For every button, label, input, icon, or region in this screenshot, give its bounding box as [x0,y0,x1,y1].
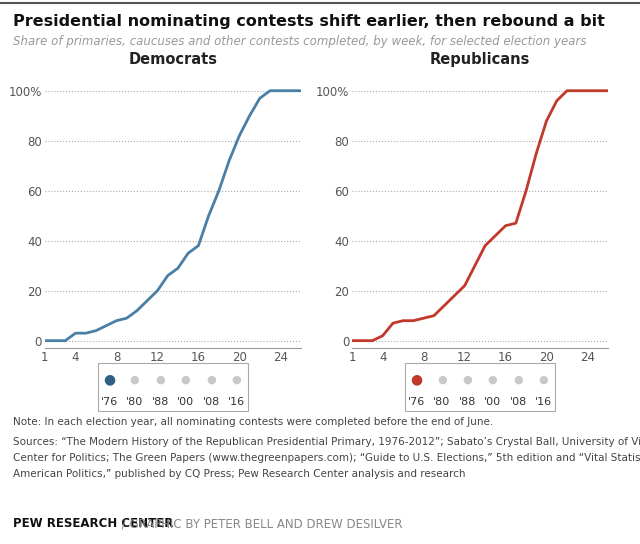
Text: American Politics,” published by CQ Press; Pew Research Center analysis and rese: American Politics,” published by CQ Pres… [13,469,465,479]
X-axis label: Week of election year: Week of election year [109,368,237,381]
Text: Presidential nominating contests shift earlier, then rebound a bit: Presidential nominating contests shift e… [13,14,605,29]
Title: Democrats: Democrats [128,52,218,67]
Text: ●: ● [539,375,548,385]
Text: ●: ● [437,375,447,385]
Text: Sources: “The Modern History of the Republican Presidential Primary, 1976-2012”;: Sources: “The Modern History of the Repu… [13,437,640,447]
Text: Center for Politics; The Green Papers (www.thegreenpapers.com); “Guide to U.S. E: Center for Politics; The Green Papers (w… [13,453,640,463]
Text: '76: '76 [408,397,425,407]
Text: ●: ● [180,375,191,385]
Title: Republicans: Republicans [430,52,530,67]
Text: ●: ● [155,375,165,385]
Text: '88: '88 [152,397,169,407]
Text: Share of primaries, caucuses and other contests completed, by week, for selected: Share of primaries, caucuses and other c… [13,35,586,48]
Text: ●: ● [462,375,472,385]
Text: / GRAPHIC BY PETER BELL AND DREW DESILVER: / GRAPHIC BY PETER BELL AND DREW DESILVE… [118,517,403,530]
Text: '76: '76 [100,397,118,407]
Text: ●: ● [488,375,498,385]
Text: '00: '00 [484,397,501,407]
X-axis label: Week of election year: Week of election year [416,368,544,381]
Text: '80: '80 [126,397,143,407]
Text: ●: ● [232,375,241,385]
Text: ●: ● [513,375,523,385]
Text: '08: '08 [202,397,220,407]
Text: '80: '80 [433,397,451,407]
Text: ●: ● [130,375,140,385]
Text: '16: '16 [535,397,552,407]
Text: '88: '88 [459,397,476,407]
Text: ●: ● [206,375,216,385]
Text: ●: ● [410,373,422,387]
Text: '00: '00 [177,397,194,407]
Text: '08: '08 [509,397,527,407]
Text: Note: In each election year, all nominating contests were completed before the e: Note: In each election year, all nominat… [13,417,493,427]
Text: ●: ● [103,373,115,387]
Text: PEW RESEARCH CENTER: PEW RESEARCH CENTER [13,517,173,530]
Text: '16: '16 [228,397,245,407]
